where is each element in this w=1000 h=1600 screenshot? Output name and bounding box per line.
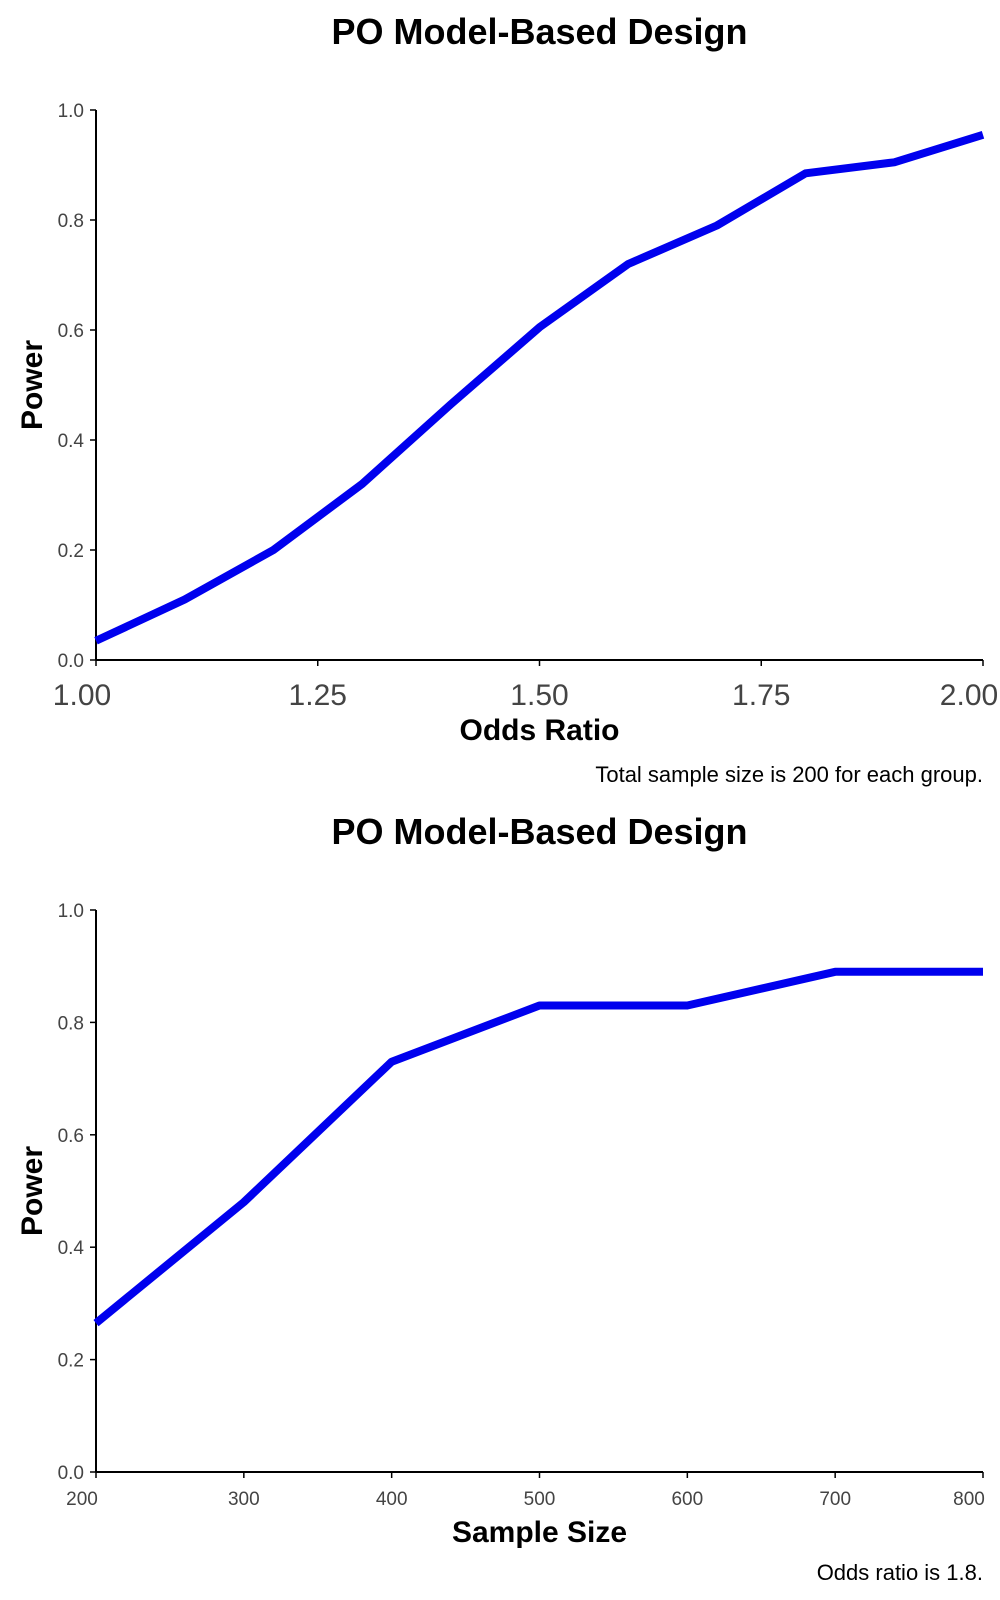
y-tick-label: 0.8 [58,1013,84,1034]
x-tick-label: 700 [819,1489,851,1510]
power-series-line [93,967,983,1327]
y-tick-label: 0.8 [58,211,84,232]
y-tick-label: 0.6 [58,1126,84,1147]
chart-caption: Odds ratio is 1.8. [817,1560,983,1585]
y-tick-label: 0.6 [58,321,84,342]
x-tick-label: 800 [953,1489,985,1510]
y-tick-label: 0.0 [58,1463,84,1484]
x-tick-label: 2.00 [940,679,998,712]
power-series-line [94,130,985,645]
x-tick-label: 300 [228,1489,260,1510]
y-tick-label: 1.0 [58,901,84,922]
y-tick-label: 0.2 [58,541,84,562]
x-tick-label: 1.00 [53,679,111,712]
chart-1: PO Model-Based Design 0.0 0.2 0.4 0.6 0.8 1.0 1… [16,11,998,787]
chart-title: PO Model-Based Design [331,811,747,852]
y-axis-title: Power [16,340,49,430]
x-tick-label: 400 [376,1489,408,1510]
x-axis-title: Odds Ratio [459,714,619,747]
y-tick-label: 0.2 [58,1351,84,1372]
y-tick-label: 1.0 [58,101,84,122]
y-tick-label: 0.4 [58,431,85,452]
chart-title: PO Model-Based Design [331,11,747,52]
x-tick-label: 1.75 [732,679,790,712]
chart-2: PO Model-Based Design 0.0 0.2 0.4 0.6 0.8 1.0 2… [16,811,985,1585]
x-tick-label: 200 [66,1489,98,1510]
x-tick-label: 1.50 [510,679,568,712]
y-axis-title: Power [16,1146,49,1236]
y-tick-label: 0.0 [58,651,84,672]
x-tick-label: 1.25 [289,679,347,712]
x-axis-title: Sample Size [452,1516,627,1549]
chart-caption: Total sample size is 200 for each group. [595,762,983,787]
x-tick-label: 600 [671,1489,703,1510]
x-tick-label: 500 [524,1489,556,1510]
y-tick-label: 0.4 [58,1238,85,1259]
